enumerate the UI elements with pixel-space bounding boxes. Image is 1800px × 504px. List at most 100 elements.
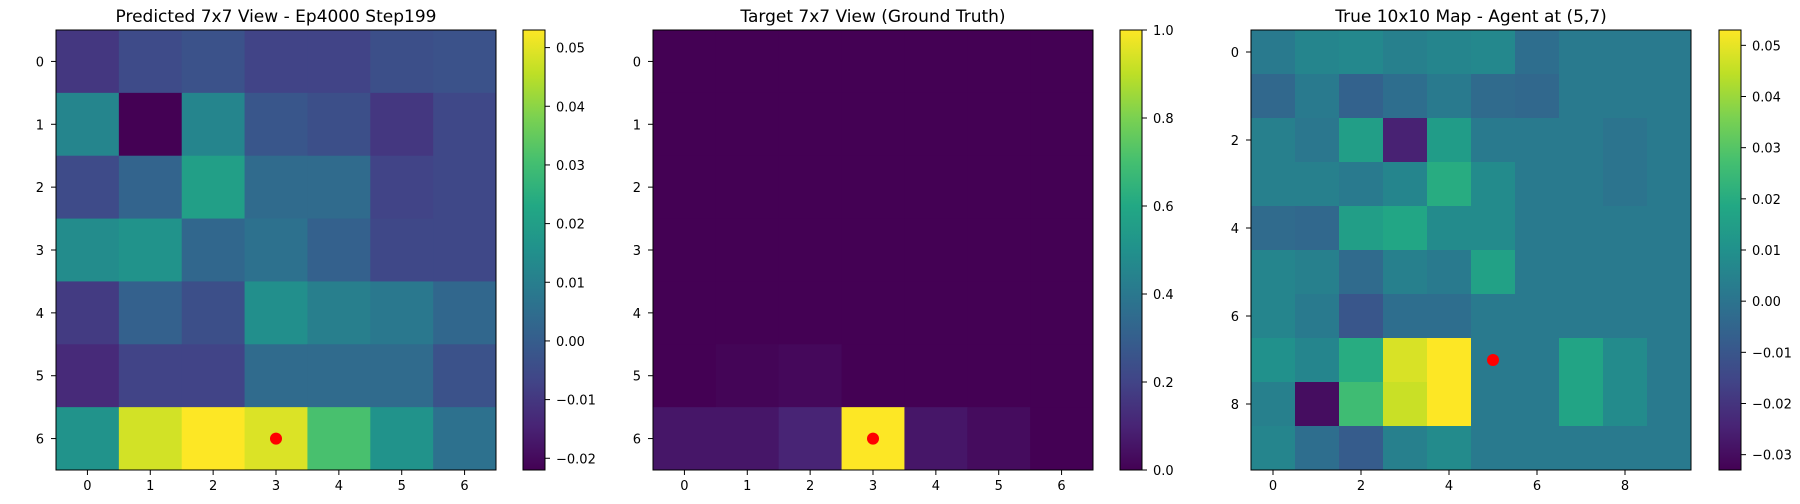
agent-marker-dot (1487, 354, 1499, 366)
heatmap-cell (307, 281, 371, 345)
heatmap-cell (1295, 338, 1340, 383)
heatmap-cell (1295, 74, 1340, 119)
heatmap-cell (370, 30, 434, 94)
heatmap-cell (181, 344, 246, 408)
heatmap-cell (1471, 250, 1516, 295)
heatmap-cell (1383, 426, 1428, 471)
heatmap-cell (1251, 250, 1296, 295)
heatmap-cell (1559, 206, 1604, 251)
heatmap-cell (1515, 162, 1560, 207)
heatmap-cell (841, 155, 905, 220)
heatmap-cell (244, 218, 308, 282)
heatmap-cell (244, 155, 308, 220)
heatmap-cell (1427, 30, 1472, 75)
heatmap-cell (904, 344, 968, 408)
x-tick-label: 6 (1533, 479, 1541, 494)
heatmap-cell (1383, 162, 1428, 207)
heatmap-cell (433, 407, 497, 471)
y-tick-label: 0 (36, 55, 44, 70)
heatmap-cell (967, 155, 1031, 220)
heatmap-cell (1603, 162, 1648, 207)
heatmap-cell (307, 218, 371, 282)
heatmap-cell (715, 218, 780, 282)
heatmap-cell (118, 155, 183, 220)
panel-predicted-view: Predicted 7x7 View - Ep4000 Step199 0 1 2 3… (36, 7, 596, 494)
heatmap-cell (1647, 162, 1692, 207)
heatmap-cell (433, 281, 497, 345)
heatmap-cell (715, 281, 780, 345)
heatmap-cell (1251, 74, 1296, 119)
heatmap-cell (1471, 30, 1516, 75)
colorbar-tick-label: 0.02 (1752, 193, 1781, 208)
heatmap-cell (1647, 426, 1692, 471)
heatmap-cell (1427, 162, 1472, 207)
heatmap-cell (904, 407, 968, 471)
colorbar-tick-label: 0.05 (556, 42, 585, 57)
y-tick-label: 6 (1231, 310, 1239, 325)
y-tick-label: 4 (633, 307, 641, 322)
heatmap-cell (715, 30, 780, 94)
heatmap-cell (1295, 294, 1340, 339)
heatmap-cell (1030, 30, 1094, 94)
heatmap-cell (1339, 382, 1384, 427)
agent-marker (1487, 354, 1499, 366)
y-tick-label: 3 (36, 244, 44, 259)
y-tick-label: 2 (1231, 134, 1239, 149)
heatmap-cell (1383, 382, 1428, 427)
heatmap-cell (1339, 250, 1384, 295)
x-tick-label: 5 (995, 479, 1003, 494)
heatmap-cell (307, 155, 371, 220)
heatmap-cell (1515, 206, 1560, 251)
colorbar-tick-label: 0.04 (556, 100, 585, 115)
y-tick-label: 3 (633, 244, 641, 259)
colorbar-tick-label: 0.00 (1752, 295, 1781, 310)
heatmap-cell (653, 30, 717, 94)
heatmap-cell (433, 218, 497, 282)
heatmap-cell (370, 92, 434, 157)
heatmap-cell (1383, 338, 1428, 383)
heatmap-cell (1647, 338, 1692, 383)
heatmap-cell (118, 218, 183, 282)
colorbar-tick-label: 0.2 (1153, 376, 1174, 391)
heatmap-cell (433, 155, 497, 220)
heatmap-cell (841, 92, 905, 157)
heatmap-cell (653, 407, 717, 471)
heatmap-cell (370, 218, 434, 282)
heatmap-cell (1383, 118, 1428, 163)
heatmap-cells (56, 30, 497, 471)
axis-ticks: 0 1 2 3 4 5 6 0 1 2 3 4 5 6 (36, 55, 469, 494)
x-tick-label: 1 (743, 479, 751, 494)
colorbar-gradient (522, 29, 546, 471)
heatmap-cell (1427, 294, 1472, 339)
heatmap-cell (433, 30, 497, 94)
heatmap-cell (1647, 30, 1692, 75)
heatmap-cell (904, 281, 968, 345)
y-tick-label: 0 (1231, 46, 1239, 61)
colorbar-tick-label: −0.01 (1752, 346, 1792, 361)
heatmap-cell (1251, 294, 1296, 339)
heatmap-cell (778, 218, 843, 282)
heatmap-cell (1295, 30, 1340, 75)
heatmap-cell (1339, 338, 1384, 383)
colorbar-tick-label: 0.4 (1153, 288, 1174, 303)
heatmap-cell (1647, 118, 1692, 163)
colorbar-tick-label: −0.01 (556, 394, 596, 409)
y-tick-label: 4 (36, 307, 44, 322)
x-tick-label: 6 (1057, 479, 1065, 494)
colorbar-tick-label: −0.02 (1752, 397, 1792, 412)
heatmap-cell (1030, 281, 1094, 345)
colorbar-tick-label: 0.01 (556, 276, 585, 291)
heatmap-cell (181, 281, 246, 345)
colorbar-tick-label: 0.00 (556, 335, 585, 350)
x-tick-label: 4 (932, 479, 940, 494)
heatmap-cell (1559, 118, 1604, 163)
heatmap-cell (244, 344, 308, 408)
heatmap-cell (653, 155, 717, 220)
heatmap-cell (1603, 338, 1648, 383)
heatmap-cell (1030, 344, 1094, 408)
heatmap-cell (1515, 74, 1560, 119)
heatmap-cell (1339, 426, 1384, 471)
heatmap-cell (307, 30, 371, 94)
heatmap-cell (1515, 30, 1560, 75)
